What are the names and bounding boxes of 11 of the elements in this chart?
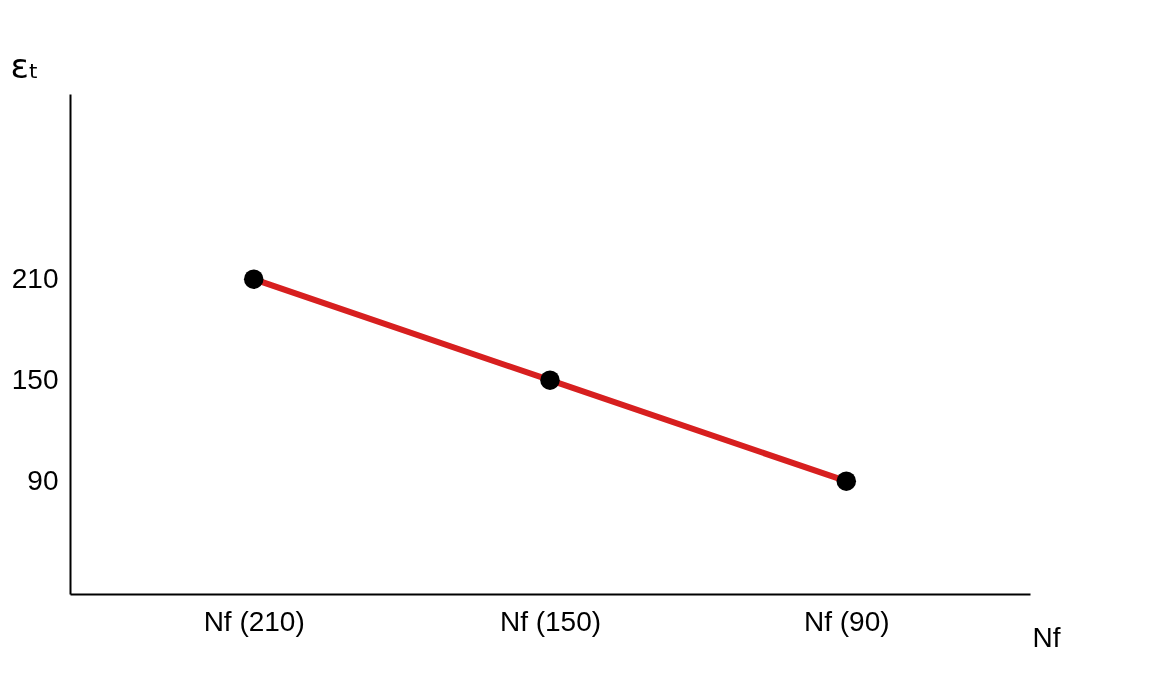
point bbox=[243, 269, 264, 289]
x-axis-title: Nf bbox=[1032, 621, 1061, 653]
x-tick-label: Nf (150) bbox=[499, 605, 602, 637]
x-tick-label: Nf (210) bbox=[203, 605, 305, 637]
y-axis-title: εₜ bbox=[10, 45, 39, 86]
y-tick-label: 90 bbox=[27, 464, 59, 496]
y-tick-label: 210 bbox=[11, 262, 59, 294]
point bbox=[836, 471, 857, 491]
y-tick-label: 150 bbox=[11, 363, 59, 395]
point bbox=[540, 370, 560, 390]
x-tick-label: Nf (90) bbox=[804, 605, 890, 637]
